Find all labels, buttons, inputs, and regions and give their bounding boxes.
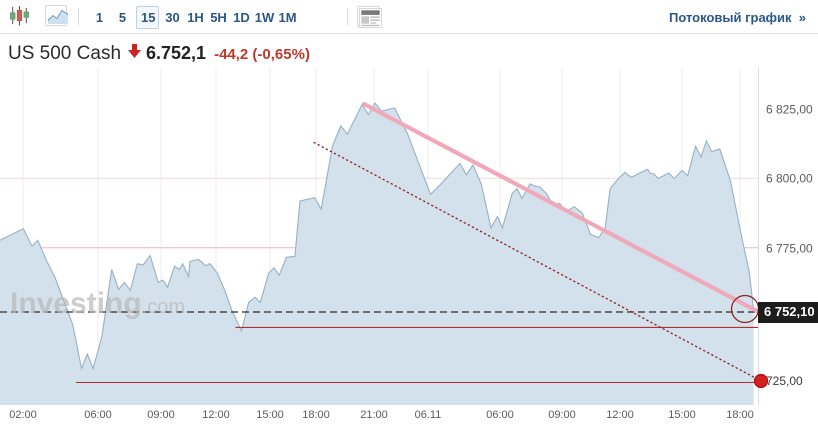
svg-text:6 775,00: 6 775,00	[766, 242, 813, 256]
svg-text:12:00: 12:00	[606, 409, 634, 421]
svg-text:09:00: 09:00	[147, 409, 175, 421]
svg-text:06.11: 06.11	[415, 409, 442, 421]
svg-text:21:00: 21:00	[360, 409, 388, 421]
svg-text:18:00: 18:00	[726, 409, 754, 421]
svg-text:6 825,00: 6 825,00	[766, 103, 813, 117]
svg-text:15:00: 15:00	[668, 409, 696, 421]
svg-text:09:00: 09:00	[548, 409, 576, 421]
svg-text:6 800,00: 6 800,00	[766, 172, 813, 186]
svg-text:06:00: 06:00	[486, 409, 514, 421]
svg-text:18:00: 18:00	[302, 409, 330, 421]
svg-text:15:00: 15:00	[256, 409, 284, 421]
svg-text:02:00: 02:00	[9, 409, 37, 421]
svg-text:06:00: 06:00	[84, 409, 112, 421]
svg-text:12:00: 12:00	[202, 409, 230, 421]
